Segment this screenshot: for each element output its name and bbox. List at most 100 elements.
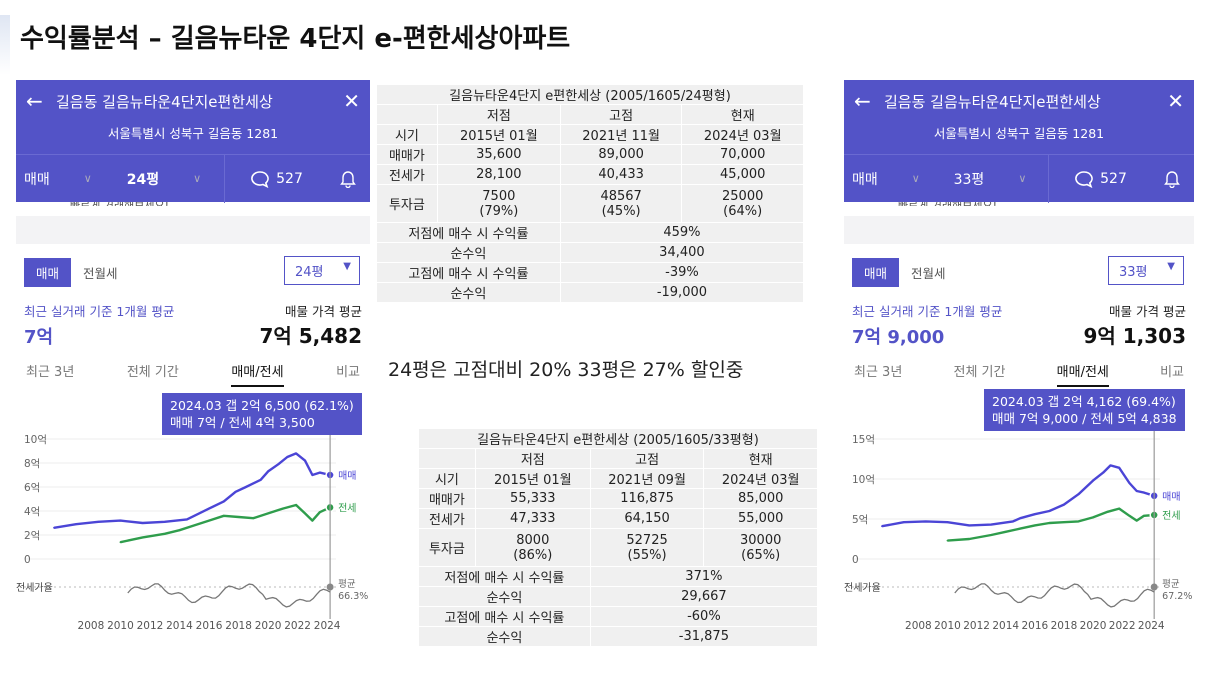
chevron-down-icon: ∨ — [1018, 172, 1027, 185]
cell: 64,150 — [589, 508, 705, 529]
data-point — [163, 532, 166, 535]
deal-type-label: 매매 — [852, 171, 878, 188]
cut-notice: 빠르게 거래해보세요! — [844, 202, 1194, 216]
tab-sale[interactable]: 매매 — [852, 258, 900, 287]
tab-compare[interactable]: 비교 — [1160, 365, 1184, 380]
invest-amount: 7500 — [482, 188, 516, 204]
row-label: 시기 — [418, 468, 476, 489]
data-point — [119, 541, 122, 544]
data-point — [881, 525, 883, 528]
data-point — [1048, 522, 1051, 524]
data-point — [1077, 520, 1080, 523]
ratio-label: 전세가율 — [844, 582, 881, 594]
divider — [16, 216, 370, 244]
col-header: 현재 — [703, 448, 818, 469]
speech-bubble-icon — [1075, 170, 1093, 188]
data-point — [252, 517, 255, 520]
ratio-label: 전세가율 — [16, 582, 53, 594]
x-tick-label: 2014 — [992, 620, 1019, 632]
cell: 25000 (64%) — [681, 184, 804, 223]
row-label: 매매가 — [418, 488, 476, 509]
data-point — [968, 524, 971, 527]
close-icon[interactable]: ✕ — [1167, 89, 1184, 113]
size-select[interactable]: 24평 ▼ — [284, 256, 360, 285]
table-33-pyeong: 길음뉴타운4단지 e편한세상 (2005/1605/33평형) 저점 고점 현재 시… — [418, 428, 819, 647]
data-point — [178, 529, 181, 532]
table-row: 저점에 매수 시 수익률 459% — [376, 222, 805, 243]
complex-name: 길음동 길음뉴타운4단지e편한세상 — [884, 92, 1101, 111]
ratio-end-marker — [326, 583, 334, 591]
summary-label: 순수익 — [376, 282, 561, 303]
y-tick-label: 2억 — [24, 530, 40, 542]
size-dropdown[interactable]: 33평 ∨ — [932, 169, 1048, 189]
data-point — [1118, 507, 1121, 510]
row-label: 투자금 — [418, 528, 476, 567]
back-arrow-icon[interactable]: ← — [854, 89, 871, 113]
x-tick-label: 2018 — [225, 620, 252, 632]
cell: 70,000 — [681, 144, 804, 165]
data-point — [245, 486, 247, 488]
data-point — [193, 514, 196, 517]
data-point — [267, 470, 269, 473]
right-chart: 15억 10억 5억 0 2008 2010 2012 2014 2016 2018 2020 202… — [844, 387, 1194, 641]
tab-sale[interactable]: 매매 — [24, 258, 72, 287]
tooltip-prices: 매매 7억 9,000 / 전세 5억 4,838 — [992, 411, 1177, 426]
cell: 55,000 — [703, 508, 818, 529]
tab-rent[interactable]: 전월세 — [911, 266, 946, 281]
data-point — [277, 463, 280, 466]
data-point — [286, 456, 289, 458]
data-point — [946, 539, 949, 542]
data-point — [281, 507, 284, 510]
data-point — [318, 511, 321, 514]
table-title: 길음뉴타운4단지 e편한세상 (2005/1605/24평형) — [376, 84, 804, 105]
chart-tooltip: 2024.03 갭 2억 6,500 (62.1%) 매매 7억 / 전세 4억 … — [162, 393, 362, 435]
deal-type-dropdown[interactable]: 매매 ∨ — [844, 169, 932, 189]
avg-label: 최근 실거래 기준 1개월 평균 — [24, 304, 175, 319]
series-label: 전세 — [338, 502, 356, 514]
table-row: 고점에 매수 시 수익률 -60% — [418, 606, 819, 627]
data-point — [208, 507, 210, 510]
tab-rent[interactable]: 전월세 — [83, 266, 118, 281]
listing-label: 매물 가격 평균 — [1109, 304, 1186, 319]
comment-button[interactable]: 527 — [1048, 154, 1152, 203]
back-arrow-icon[interactable]: ← — [26, 89, 43, 113]
size-dropdown[interactable]: 24평 ∨ — [104, 169, 224, 189]
table-24-pyeong: 길음뉴타운4단지 e편한세상 (2005/1605/24평형) 저점 고점 현재 시… — [376, 84, 805, 303]
data-point — [222, 500, 225, 503]
bell-icon[interactable] — [1152, 170, 1192, 188]
cell: 40,433 — [559, 164, 683, 185]
tab-recent-3y[interactable]: 최근 3년 — [854, 365, 903, 380]
size-select[interactable]: 33평 ▼ — [1108, 256, 1184, 285]
comment-button[interactable]: 527 — [224, 154, 328, 203]
data-point — [304, 459, 306, 462]
table-row: 순수익 -31,875 — [418, 626, 819, 647]
data-point — [990, 534, 993, 536]
series-line-rent — [120, 503, 331, 544]
cell: 30000 (65%) — [703, 528, 818, 567]
tab-all-period[interactable]: 전체 기간 — [953, 365, 1006, 380]
x-tick-label: 2008 — [78, 620, 105, 632]
col-header: 고점 — [559, 104, 683, 125]
close-icon[interactable]: ✕ — [343, 89, 360, 113]
series-label: 매매 — [338, 470, 356, 482]
cell: 2024년 03월 — [703, 468, 818, 489]
series-label: 매매 — [1162, 491, 1180, 503]
tab-recent-3y[interactable]: 최근 3년 — [26, 365, 75, 380]
data-point — [97, 520, 100, 523]
col-header: 저점 — [436, 104, 561, 125]
tab-all-period[interactable]: 전체 기간 — [126, 365, 179, 380]
bell-icon[interactable] — [328, 170, 368, 188]
tab-sale-rent[interactable]: 매매/전세 — [231, 361, 284, 387]
tab-compare[interactable]: 비교 — [336, 365, 360, 380]
data-point — [1102, 471, 1105, 474]
col-header: 저점 — [474, 448, 591, 469]
chevron-down-icon: ∨ — [911, 172, 920, 185]
divider — [844, 216, 1194, 244]
avg-label: 최근 실거래 기준 1개월 평균 — [852, 304, 1003, 319]
tab-sale-rent[interactable]: 매매/전세 — [1056, 361, 1109, 387]
data-point — [295, 504, 298, 506]
deal-type-dropdown[interactable]: 매매 ∨ — [16, 169, 104, 189]
table-row: 순수익 34,400 — [376, 242, 805, 263]
x-tick-label: 2022 — [1109, 620, 1136, 632]
